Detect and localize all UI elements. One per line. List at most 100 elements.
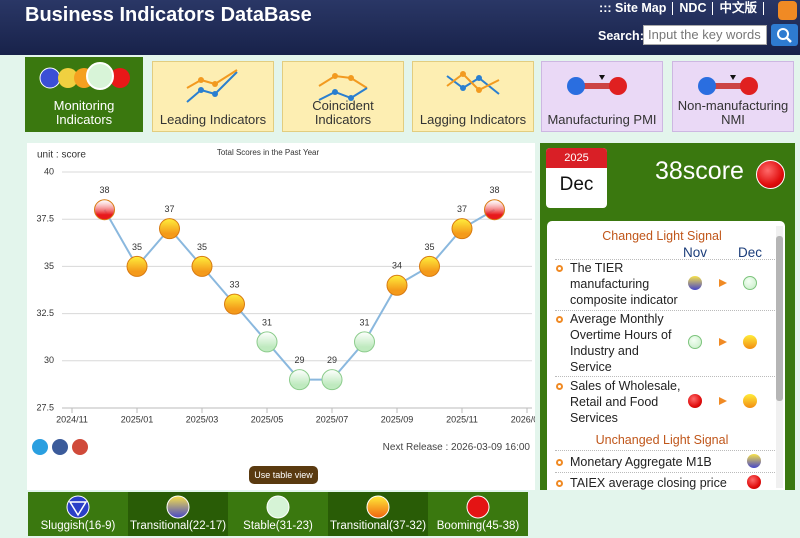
tab-icon [39, 62, 130, 90]
calendar-month: Dec [559, 174, 594, 195]
separator [555, 376, 777, 377]
separator [555, 472, 777, 473]
tab-icon [446, 71, 500, 95]
circle [198, 87, 204, 93]
site-title[interactable]: Business Indicators DataBase [25, 4, 312, 26]
data-label: 29 [294, 355, 304, 365]
tab-pmi[interactable]: Manufacturing PMI [541, 61, 663, 132]
circle [332, 89, 338, 95]
circle [58, 68, 78, 88]
data-point [191, 255, 213, 277]
legend-item: Transitional(22-17) [128, 492, 228, 536]
x-tick-label: 2025/03 [186, 414, 219, 424]
data-label: 31 [262, 317, 272, 327]
polyline [318, 87, 368, 101]
ndc-link[interactable]: NDC [673, 2, 714, 15]
circle [740, 77, 758, 95]
x-tick-label: 2025/11 [446, 414, 478, 424]
scroll-thumb[interactable] [776, 236, 783, 401]
rss-icon[interactable] [778, 1, 797, 20]
unchanged-item[interactable]: TAIEX average closing price [570, 476, 727, 490]
light [747, 454, 761, 468]
search-button[interactable] [771, 24, 798, 46]
x-tick-label: 2025/09 [381, 414, 414, 424]
search-icon [777, 28, 792, 43]
tab-lagging[interactable]: Lagging Indicators [412, 61, 534, 132]
site-map-link[interactable]: ::: Site Map [593, 2, 674, 15]
chinese-link[interactable]: 中文版 [713, 2, 764, 15]
light-dec [743, 335, 757, 349]
tab-coincident[interactable]: Coincident Indicators [282, 61, 404, 132]
y-tick-label: 35 [44, 261, 54, 271]
search-label: Search: [598, 29, 644, 43]
calendar-year: 2025 [546, 148, 607, 168]
circle [212, 91, 218, 97]
data-point [354, 331, 375, 353]
circle [166, 495, 190, 519]
legend-light [366, 495, 390, 519]
circle [212, 81, 218, 87]
tab-label: Manufacturing PMI [547, 112, 657, 127]
tab-label: Non-manufacturing NMI [677, 98, 789, 127]
facebook-icon[interactable] [52, 439, 68, 455]
circle [466, 495, 490, 519]
light [747, 475, 761, 489]
current-light [756, 160, 785, 189]
twitter-icon[interactable] [32, 439, 48, 455]
line [786, 37, 792, 43]
header-links: ::: Site Map NDC 中文版 [593, 2, 764, 15]
arrow [719, 279, 727, 287]
polygon [730, 75, 736, 80]
data-point [224, 293, 245, 315]
circle [366, 495, 390, 519]
changed-item[interactable]: The TIER manufacturing composite indicat… [570, 261, 678, 307]
circle [86, 62, 114, 90]
tab-nmi[interactable]: Non-manufacturing NMI [672, 61, 794, 132]
polyline [186, 71, 238, 103]
y-tick-label: 30 [44, 355, 54, 365]
changed-item[interactable]: Average Monthly Overtime Hours of Indust… [570, 312, 672, 374]
search-input[interactable]: Input the key words [643, 25, 767, 45]
table-view-button[interactable]: Use table view [249, 466, 318, 484]
chart: unit : score Total Scores in the Past Ye… [36, 148, 543, 424]
changed-title: Changed Light Signal [602, 229, 722, 243]
tab-label: Monitoring Indicators [53, 98, 115, 127]
light-dec [743, 394, 757, 408]
data-label: 34 [392, 261, 402, 271]
circle [348, 75, 354, 81]
chart-panel: unit : score Total Scores in the Past Ye… [27, 143, 543, 490]
legend-light [166, 495, 190, 519]
tab-label: Coincident Indicators [312, 98, 374, 127]
changed-item[interactable]: Sales of Wholesale, Retail and Food Serv… [570, 379, 681, 425]
circle [476, 75, 482, 81]
data-label: 37 [164, 204, 174, 214]
data-point [159, 218, 180, 240]
data-label: 38 [489, 185, 499, 195]
circle [460, 85, 466, 91]
legend-label: Stable(31-23) [243, 520, 313, 532]
light-nov [688, 394, 702, 408]
tab-monitoring[interactable]: Monitoring Indicators [25, 57, 143, 132]
column-dec: Dec [738, 245, 763, 260]
bullet [556, 383, 563, 390]
current-score: 38score [655, 157, 744, 185]
polygon [599, 75, 605, 80]
data-label: 35 [132, 242, 142, 252]
legend-label: Sluggish(16-9) [40, 520, 116, 532]
circle [476, 87, 482, 93]
polyline [446, 72, 500, 92]
circle [698, 77, 716, 95]
bullet [556, 480, 563, 487]
circle [266, 495, 290, 519]
googleplus-icon[interactable] [72, 439, 88, 455]
legend-label: Booming(45-38) [436, 520, 520, 532]
unchanged-item[interactable]: Monetary Aggregate M1B [570, 455, 712, 469]
data-point [256, 331, 278, 353]
x-tick-label: 2025/01 [121, 414, 154, 424]
tab-leading[interactable]: Leading Indicators [152, 61, 274, 132]
circle [110, 68, 130, 88]
y-axis-unit: unit : score [37, 150, 86, 161]
polyline [318, 74, 368, 89]
y-tick-label: 40 [44, 166, 54, 176]
